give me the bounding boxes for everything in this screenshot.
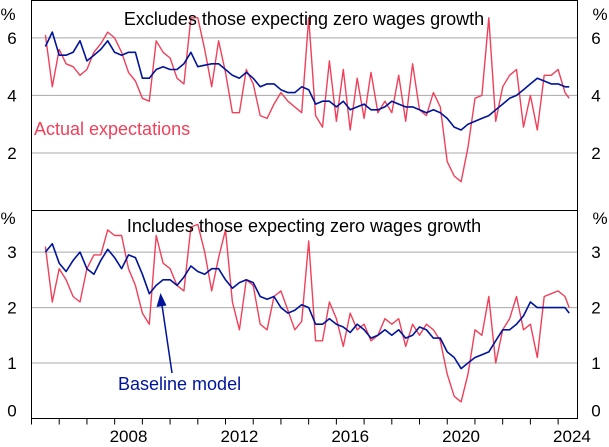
y-tick-label-left: 3 bbox=[7, 243, 16, 262]
panel-top: 2 2 4 4 6 6 Excludes those expecting zero wag… bbox=[0, 5, 608, 183]
y-tick-label-right: 2 bbox=[591, 144, 600, 163]
y-tick-label-left: 1 bbox=[7, 354, 16, 373]
panel-bottom-unit-left: % bbox=[0, 209, 15, 228]
y-tick-label-right: 3 bbox=[591, 243, 600, 262]
y-tick-label-left: 0 bbox=[7, 402, 16, 421]
y-tick-label-left: 6 bbox=[7, 29, 16, 48]
panel-bottom-unit-right: % bbox=[592, 209, 607, 228]
y-tick-label-left: 2 bbox=[7, 144, 16, 163]
plot-border bbox=[31, 0, 578, 419]
y-tick-label-right: 0 bbox=[591, 402, 600, 421]
x-axis: 2008 2012 2016 2020 2024 bbox=[31, 418, 591, 446]
panel-bottom-series bbox=[44, 223, 570, 403]
series-line-baseline-model bbox=[44, 31, 570, 131]
series-line-baseline-model bbox=[44, 243, 570, 370]
panel-bottom-title: Includes those expecting zero wages grow… bbox=[127, 216, 481, 236]
y-tick-label-left: 4 bbox=[7, 86, 16, 105]
y-tick-label-right: 1 bbox=[591, 354, 600, 373]
panel-top-unit-right: % bbox=[592, 5, 607, 24]
baseline-annotation-arrow-line bbox=[161, 304, 173, 374]
x-tick-label: 2024 bbox=[553, 427, 591, 446]
baseline-model-label: Baseline model bbox=[118, 374, 241, 394]
baseline-annotation-arrowhead bbox=[156, 293, 167, 307]
panel-top-unit-left: % bbox=[0, 5, 15, 24]
y-tick-label-right: 2 bbox=[591, 299, 600, 318]
series-line-actual-expectations bbox=[44, 17, 570, 183]
y-tick-label-right: 6 bbox=[591, 29, 600, 48]
panel-bottom: 0 0 1 1 2 2 3 3 Includes those expecting zero w… bbox=[0, 209, 607, 421]
y-tick-label-right: 4 bbox=[591, 86, 600, 105]
actual-expectations-label: Actual expectations bbox=[34, 119, 190, 139]
panel-top-y-ticks: 2 2 4 4 6 6 bbox=[7, 29, 600, 163]
x-tick-label: 2016 bbox=[331, 427, 369, 446]
chart-frame bbox=[31, 0, 578, 419]
y-tick-label-left: 2 bbox=[7, 299, 16, 318]
panel-bottom-y-ticks: 0 0 1 1 2 2 3 3 bbox=[7, 243, 600, 420]
panel-top-series bbox=[44, 17, 570, 183]
x-tick-label: 2020 bbox=[442, 427, 480, 446]
series-line-actual-expectations bbox=[44, 223, 570, 403]
panel-top-title: Excludes those expecting zero wages grow… bbox=[124, 9, 484, 29]
x-tick-label: 2012 bbox=[220, 427, 258, 446]
x-tick-label: 2008 bbox=[110, 427, 148, 446]
